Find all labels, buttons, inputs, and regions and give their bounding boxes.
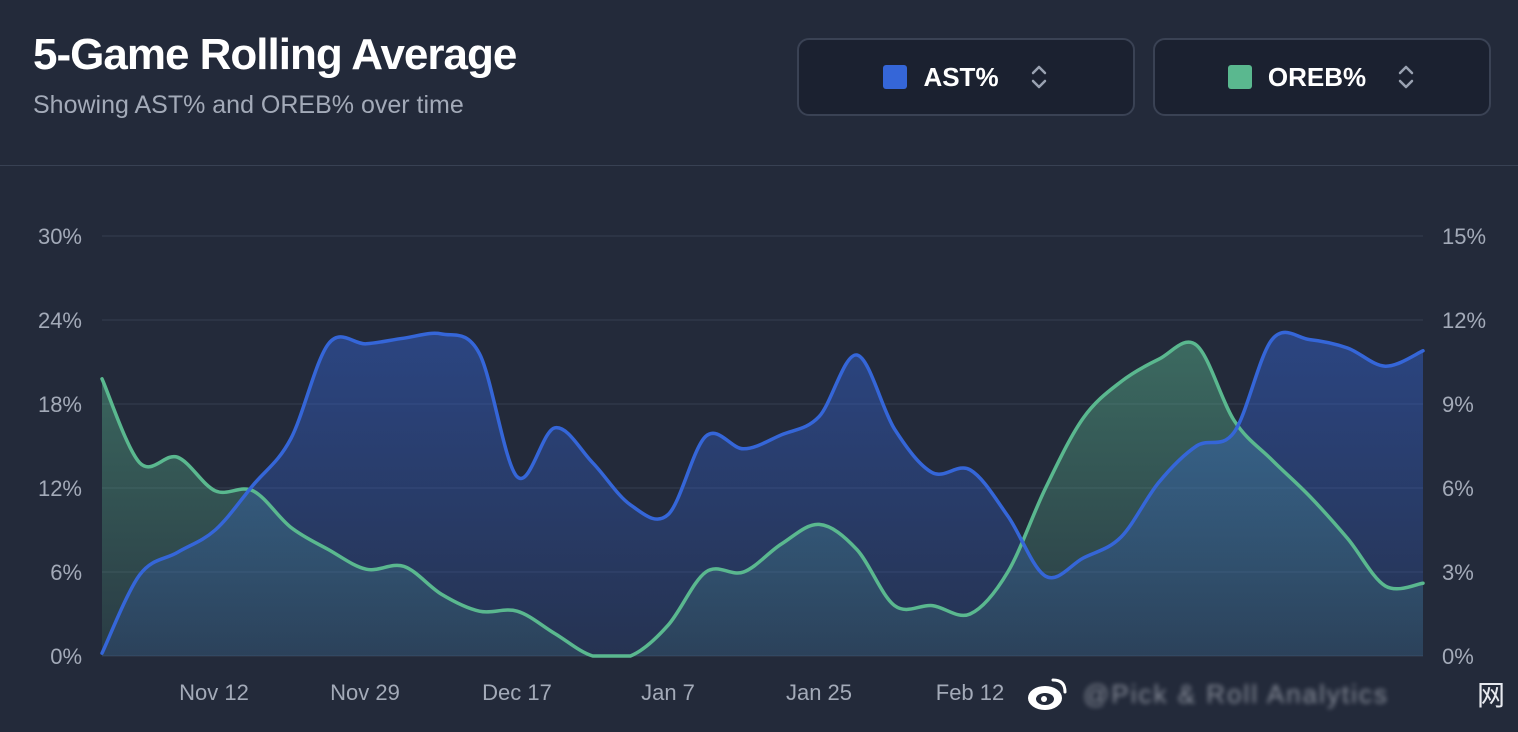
oreb-metric-selector[interactable]: OREB% (1153, 38, 1491, 116)
y-right-tick-label: 12% (1442, 308, 1486, 333)
y-right-tick-label: 15% (1442, 224, 1486, 249)
y-right-tick-label: 9% (1442, 392, 1474, 417)
ast-selector-label: AST% (923, 61, 999, 92)
chart-title: 5-Game Rolling Average (33, 30, 517, 79)
y-left-tick-label: 0% (50, 644, 82, 669)
rolling-average-chart: 0% 0% 6% 3% 12% 6% 18% 9% 24% 12% 30% 15% Nov 12 Nov … (38, 224, 1486, 705)
y-right-tick-label: 0% (1442, 644, 1474, 669)
oreb-line (100, 340, 1425, 658)
y-right-tick-label: 6% (1442, 476, 1474, 501)
ast-metric-selector[interactable]: AST% (797, 38, 1135, 116)
chevron-up-down-icon (1398, 65, 1414, 89)
chevron-up-down-icon (1031, 65, 1046, 89)
oreb-color-swatch (1227, 65, 1252, 89)
x-tick-label: Feb 12 (936, 680, 1005, 705)
y-right-tick-label: 3% (1442, 560, 1474, 585)
y-left-tick-label: 30% (38, 224, 82, 249)
y-left-tick-label: 6% (50, 560, 82, 585)
y-left-tick-label: 24% (38, 308, 82, 333)
x-tick-label: Jan 7 (641, 680, 695, 705)
y-left-tick-label: 18% (38, 392, 82, 417)
x-tick-label: Nov 29 (330, 680, 400, 705)
chart-header: 5-Game Rolling Average Showing AST% and … (0, 0, 1518, 166)
watermark: @Pick & Roll Analytics 网 (1025, 668, 1505, 720)
watermark-text: @Pick & Roll Analytics (1083, 678, 1389, 709)
ast-color-swatch (883, 65, 908, 89)
y-left-tick-label: 12% (38, 476, 82, 501)
oreb-selector-label: OREB% (1267, 61, 1367, 92)
ast-area (102, 332, 1423, 656)
x-tick-label: Nov 12 (179, 680, 249, 705)
x-tick-label: Dec 17 (482, 680, 552, 705)
x-tick-label: Jan 25 (786, 680, 852, 705)
ast-line (100, 330, 1425, 655)
chart-subtitle: Showing AST% and OREB% over time (33, 91, 464, 119)
weibo-logo-icon (1028, 678, 1067, 710)
watermark-site-glyph: 网 (1476, 680, 1505, 711)
